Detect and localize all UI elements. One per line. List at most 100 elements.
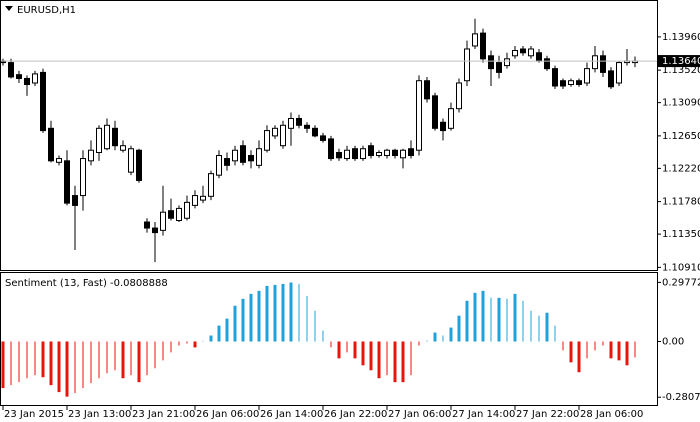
candle-body — [472, 33, 478, 47]
menu-triangle — [5, 6, 13, 11]
candle-body — [64, 160, 70, 204]
candle-body — [120, 145, 126, 151]
y-tick-label: -0.280773 — [662, 392, 700, 403]
y-tick-label: 1.12650 — [662, 131, 700, 142]
candle-body — [192, 195, 198, 206]
candle-body — [208, 173, 214, 197]
candle-body — [584, 68, 590, 84]
candle-body — [240, 145, 246, 163]
candle-body — [56, 158, 62, 163]
x-tick-label: 26 Jan 22:00 — [324, 409, 387, 420]
candle-body — [368, 145, 374, 157]
candle-body — [96, 127, 102, 154]
candle-body — [288, 117, 294, 129]
candle-body — [320, 135, 326, 141]
candle-body — [376, 152, 382, 157]
candle-body — [232, 149, 238, 162]
y-tick-label: 1.13520 — [662, 65, 700, 76]
candle-body — [600, 55, 606, 73]
candle-body — [544, 58, 550, 70]
candle-body — [528, 48, 534, 57]
x-tick-label: 23 Jan 21:00 — [132, 409, 195, 420]
candle-body — [512, 49, 518, 57]
x-tick-label: 27 Jan 06:00 — [388, 409, 451, 420]
y-tick-label: 1.13960 — [662, 32, 700, 43]
candle-body — [464, 48, 470, 82]
candle-body — [408, 148, 414, 157]
candle-body — [344, 149, 350, 160]
candle-body — [504, 58, 510, 67]
candle-body — [296, 117, 302, 126]
candle-body — [400, 149, 406, 159]
y-tick-label: 1.11350 — [662, 229, 700, 240]
x-tick-label: 26 Jan 14:00 — [260, 409, 323, 420]
y-tick-label: 1.12220 — [662, 163, 700, 174]
candle-body — [360, 148, 366, 160]
candle-body — [328, 138, 334, 160]
x-tick-label: 27 Jan 22:00 — [516, 409, 579, 420]
candle-body — [72, 195, 78, 206]
y-tick-label: 1.10910 — [662, 262, 700, 273]
candle-body — [224, 158, 230, 166]
candle-body — [416, 80, 422, 151]
indicator-panel — [0, 272, 658, 406]
candle-body — [488, 55, 494, 70]
candle-body — [424, 80, 430, 100]
candle-body — [448, 108, 454, 129]
candle-body — [256, 148, 262, 166]
candle-body — [272, 127, 278, 137]
candle-body — [80, 158, 86, 197]
candle-body — [264, 130, 270, 151]
candle-body — [152, 227, 158, 234]
candle-body — [312, 127, 318, 137]
candle-body — [560, 80, 566, 87]
candle-body — [432, 95, 438, 129]
candle-body — [384, 149, 390, 157]
candle-body — [176, 207, 182, 222]
candle-body — [280, 124, 286, 147]
candle-body — [184, 201, 190, 219]
candle-body — [8, 62, 14, 78]
y-tick-label: 1.13090 — [662, 98, 700, 109]
candle-body — [168, 210, 174, 219]
x-tick-label: 26 Jan 06:00 — [196, 409, 259, 420]
candle-body — [496, 62, 502, 73]
candle-body — [128, 148, 134, 173]
candle-body — [352, 148, 358, 160]
candle-body — [136, 149, 142, 181]
candle-body — [48, 127, 54, 162]
chart-title: EURUSD,H1 — [17, 5, 76, 16]
candle-body — [248, 155, 254, 162]
candle-body — [552, 68, 558, 87]
candle-body — [456, 82, 462, 110]
candle-body — [88, 149, 94, 162]
candle-body — [112, 127, 118, 147]
candle-body — [24, 77, 30, 85]
y-tick-label: 0.00 — [662, 336, 684, 347]
candle-body — [32, 73, 38, 84]
candle-body — [480, 32, 486, 60]
candle-body — [16, 74, 22, 79]
candle-body — [616, 62, 622, 84]
current-price-box — [658, 55, 700, 68]
y-tick-label: 1.11780 — [662, 197, 700, 208]
candle-body — [336, 152, 342, 159]
current-price-label: 1.13640 — [662, 56, 700, 67]
candle-body — [576, 80, 582, 85]
candle-body — [104, 124, 110, 150]
indicator-title: Sentiment (13, Fast) -0.0808888 — [5, 278, 168, 289]
candle-body — [536, 52, 542, 62]
candle-body — [200, 195, 206, 201]
x-tick-label: 23 Jan 2015 — [4, 409, 64, 420]
x-tick-label: 28 Jan 06:00 — [580, 409, 643, 420]
candle-body — [568, 80, 574, 85]
candle-body — [608, 70, 614, 88]
candle-body — [40, 71, 46, 132]
candle-body — [160, 211, 166, 231]
candle-body — [144, 221, 150, 229]
x-tick-label: 23 Jan 13:00 — [68, 409, 131, 420]
candle-body — [392, 149, 398, 157]
x-tick-label: 27 Jan 14:00 — [452, 409, 515, 420]
y-tick-label: 0.297721 — [662, 277, 700, 288]
